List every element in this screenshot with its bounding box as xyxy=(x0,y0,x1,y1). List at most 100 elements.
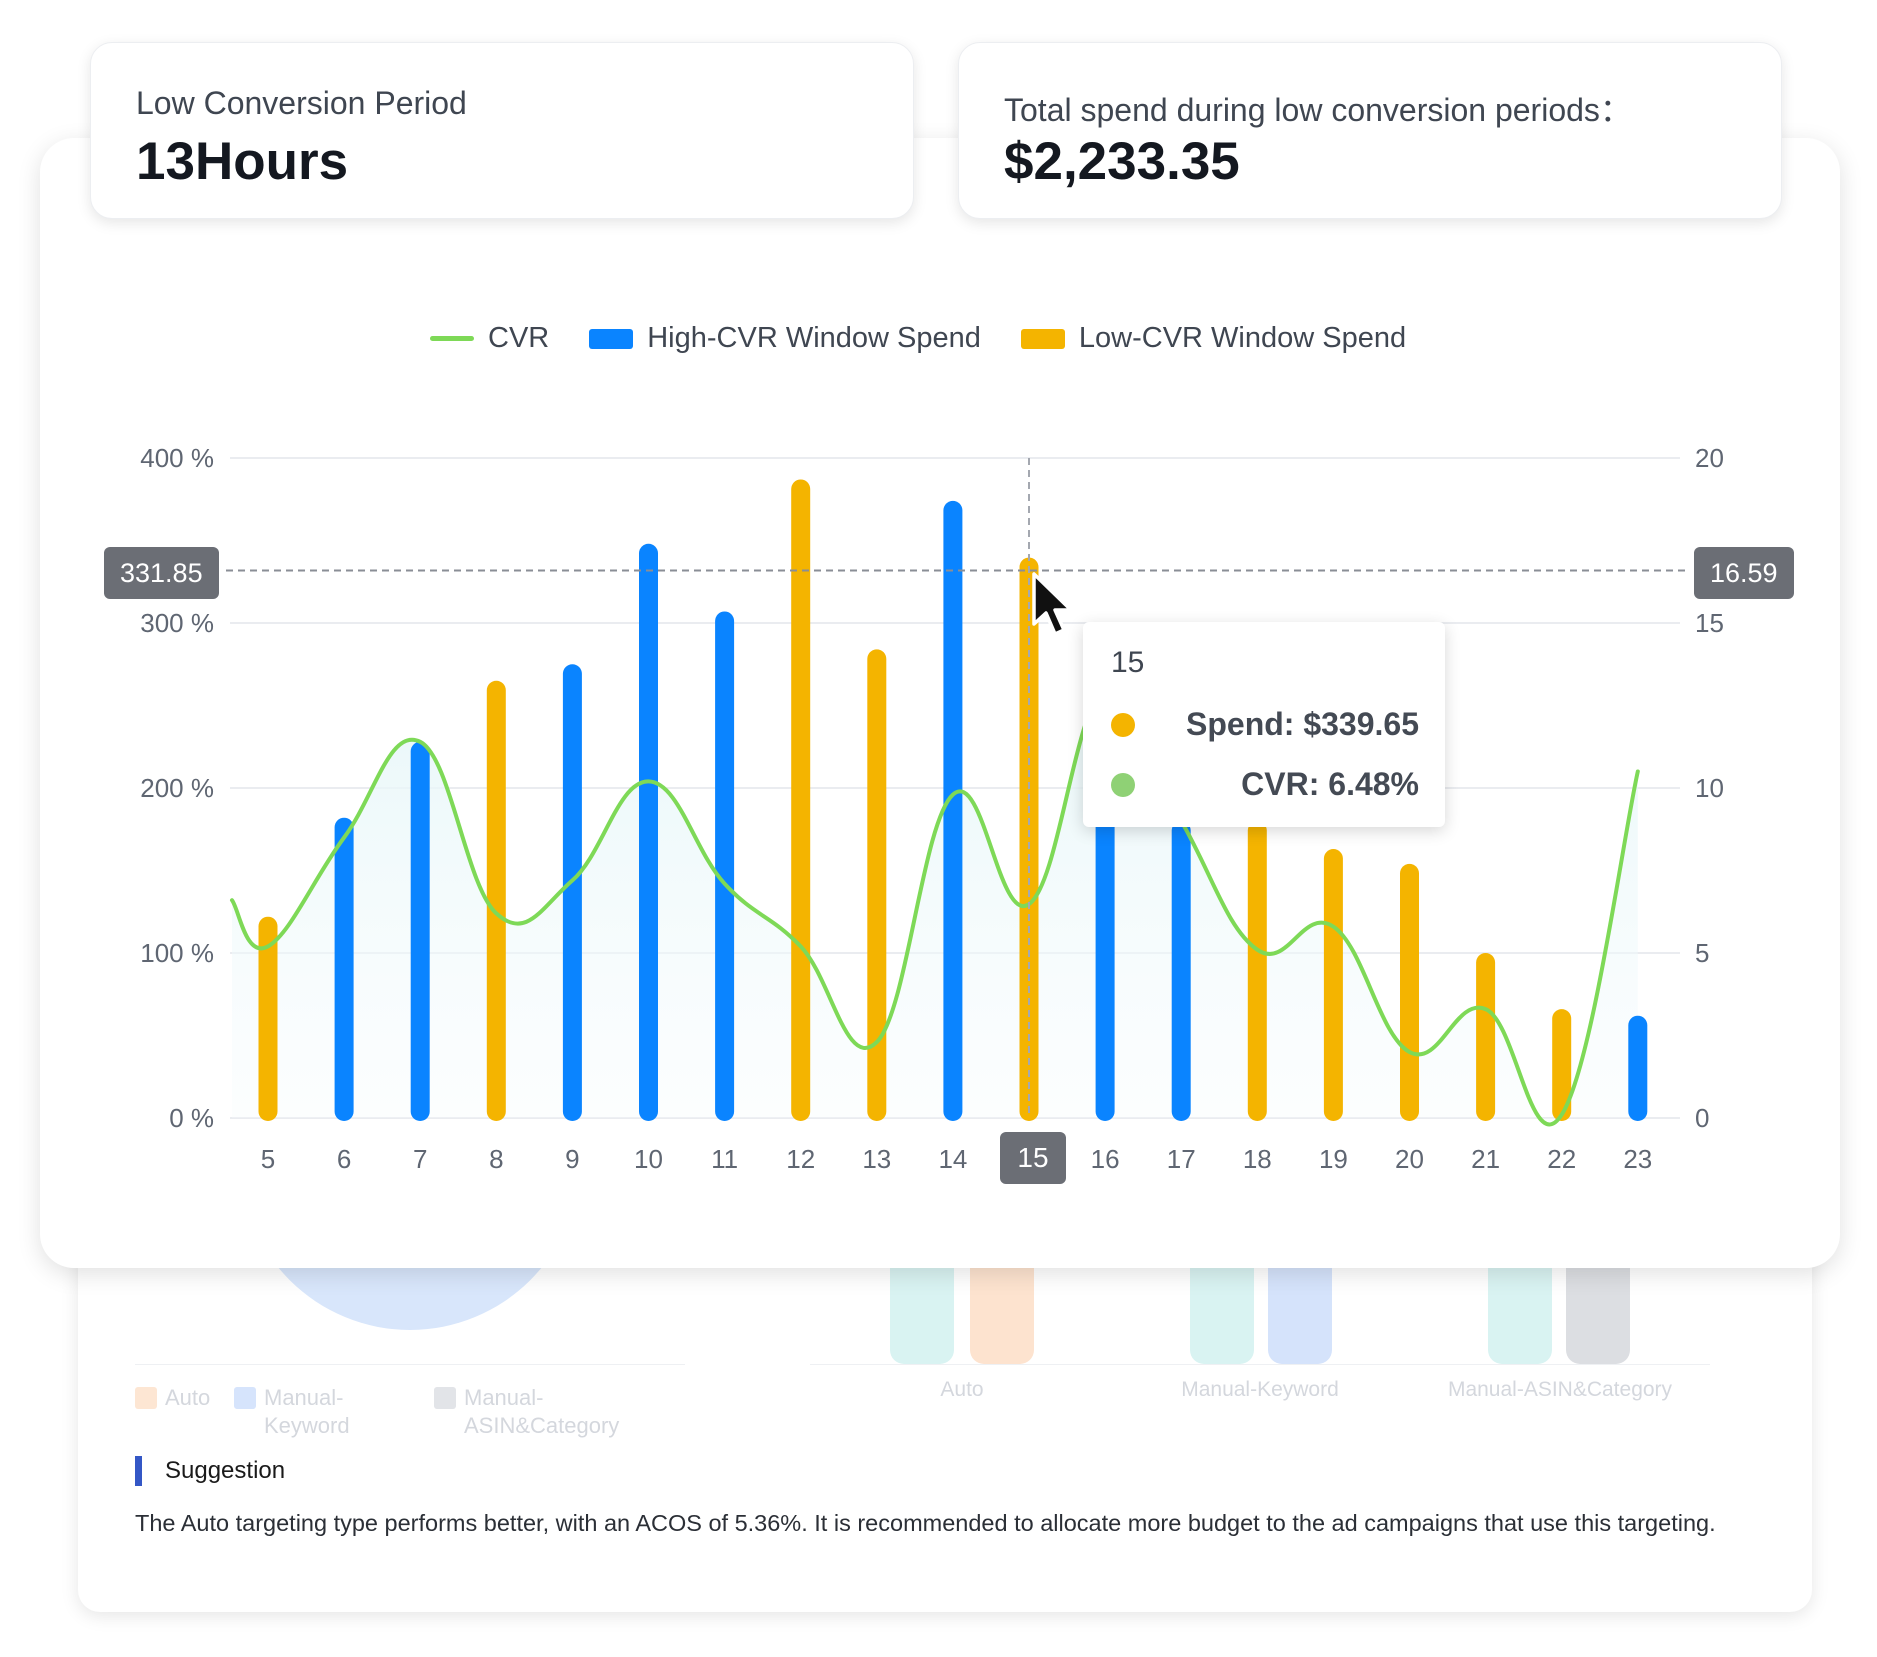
tooltip-spend-value: Spend: $339.65 xyxy=(1186,706,1419,742)
high-cvr-spend-bar xyxy=(715,611,735,1121)
x-tick-label: 20 xyxy=(1395,1144,1424,1174)
legend-label-cvr: CVR xyxy=(488,322,550,354)
low-cvr-spend-bar xyxy=(1400,863,1419,1121)
legend-label-auto: Auto xyxy=(165,1385,211,1410)
y-left-tick-label: 400 % xyxy=(140,443,214,473)
x-tick-label: 17 xyxy=(1167,1144,1196,1174)
y-left-tick-label: 300 % xyxy=(140,608,214,638)
y-left-tick-label: 100 % xyxy=(140,938,214,968)
legend-item-cvr[interactable]: CVR xyxy=(430,322,549,355)
legend-item-low-cvr[interactable]: Low-CVR Window Spend xyxy=(1020,322,1407,355)
bar-keyword-a xyxy=(1190,1264,1254,1364)
high-cvr-spend-bar xyxy=(1095,811,1115,1121)
x-tick-label: 12 xyxy=(786,1144,815,1174)
chart-tooltip: 15 Spend: $339.65 CVR: 6.48% xyxy=(1083,622,1445,827)
low-cvr-spend-bar xyxy=(1476,953,1496,1121)
legend-swatch-low-cvr xyxy=(1020,328,1065,349)
high-cvr-spend-bar xyxy=(1628,1015,1648,1121)
legend-line-cvr xyxy=(430,336,474,341)
cvr-area-fill xyxy=(232,687,1638,1125)
mouse-pointer-icon xyxy=(1032,572,1073,636)
tooltip-spend-row: Spend: $339.65 xyxy=(1111,706,1419,743)
high-cvr-spend-bar xyxy=(943,500,963,1121)
x-tick-label: 6 xyxy=(337,1144,351,1174)
legend-swatch-high-cvr xyxy=(589,328,634,349)
x-tick-label: 11 xyxy=(711,1144,738,1174)
chart-legend: CVR High-CVR Window Spend Low-CVR Window… xyxy=(430,322,1446,355)
y-right-tick-label: 5 xyxy=(1695,938,1709,968)
x-tick-label: 19 xyxy=(1319,1144,1348,1174)
legend-label-low-cvr: Low-CVR Window Spend xyxy=(1078,322,1407,354)
x-tick-label: 14 xyxy=(938,1144,967,1174)
total-spend-card: Total spend during low conversion period… xyxy=(958,42,1782,219)
x-tick-label: 10 xyxy=(634,1144,663,1174)
low-cvr-spend-bar xyxy=(1247,821,1267,1121)
tooltip-cvr-value: CVR: 6.48% xyxy=(1241,766,1419,802)
legend-label-keyword: Manual- Keyword xyxy=(264,1385,350,1438)
y-left-tick-label: 0 % xyxy=(169,1103,214,1133)
x-tick-label: 7 xyxy=(413,1144,427,1174)
y-left-tick-label: 200 % xyxy=(140,773,214,803)
pie-legend-asin: Manual- ASIN&Category xyxy=(434,1384,619,1440)
bar-group-label-asin: Manual-ASIN&Category xyxy=(1447,1378,1673,1401)
x-tick-label: 13 xyxy=(862,1144,891,1174)
bar-asin-a xyxy=(1488,1264,1552,1364)
x-tick-label: 9 xyxy=(565,1144,579,1174)
bar-auto-a xyxy=(890,1264,954,1364)
bar-auto-b xyxy=(970,1264,1034,1364)
crosshair-left-value: 331.85 xyxy=(104,547,219,599)
low-cvr-spend-bar xyxy=(791,479,811,1121)
tooltip-cvr-dot xyxy=(1111,772,1135,797)
crosshair-x-value: 15 xyxy=(1000,1132,1066,1184)
x-tick-label: 21 xyxy=(1471,1144,1500,1174)
x-tick-label: 22 xyxy=(1547,1144,1576,1174)
low-conversion-period-card: Low Conversion Period 13Hours xyxy=(90,42,914,219)
x-tick-label: 5 xyxy=(261,1144,275,1174)
x-tick-label: 23 xyxy=(1623,1144,1652,1174)
low-conversion-period-value: 13Hours xyxy=(136,132,349,191)
tooltip-spend-dot xyxy=(1111,712,1135,737)
tooltip-title: 15 xyxy=(1111,646,1145,679)
low-cvr-spend-bar xyxy=(1323,849,1343,1121)
high-cvr-spend-bar xyxy=(1171,821,1191,1121)
high-cvr-spend-bar xyxy=(639,543,658,1121)
low-cvr-spend-bar xyxy=(1019,557,1039,1121)
low-conversion-period-label: Low Conversion Period xyxy=(136,85,467,121)
low-cvr-spend-bar xyxy=(486,680,506,1121)
legend-item-high-cvr[interactable]: High-CVR Window Spend xyxy=(589,322,981,355)
total-spend-label: Total spend during low conversion period… xyxy=(1004,92,1632,128)
high-cvr-spend-bar xyxy=(334,817,354,1121)
legend-label-asin: Manual- ASIN&Category xyxy=(464,1385,620,1438)
y-right-tick-label: 10 xyxy=(1695,773,1724,803)
x-tick-label: 18 xyxy=(1243,1144,1272,1174)
bar-asin-b xyxy=(1566,1264,1630,1364)
crosshair-right-value: 16.59 xyxy=(1694,547,1794,599)
suggestion-accent-bar xyxy=(135,1456,142,1486)
y-right-tick-label: 0 xyxy=(1695,1103,1709,1133)
legend-label-high-cvr: High-CVR Window Spend xyxy=(647,322,981,354)
pie-divider xyxy=(135,1364,685,1365)
low-cvr-spend-bar xyxy=(258,916,278,1121)
low-cvr-spend-bar xyxy=(1552,1009,1572,1121)
bar-group-label-keyword: Manual-Keyword xyxy=(1181,1378,1339,1401)
legend-swatch-keyword xyxy=(234,1387,256,1409)
tooltip-cvr-row: CVR: 6.48% xyxy=(1111,766,1419,803)
pie-legend-auto: Auto xyxy=(135,1384,210,1412)
low-cvr-spend-bar xyxy=(867,649,887,1121)
bar-chart-baseline xyxy=(810,1364,1710,1365)
y-right-tick-label: 20 xyxy=(1695,443,1724,473)
x-tick-label: 8 xyxy=(489,1144,503,1174)
legend-swatch-asin xyxy=(434,1387,456,1409)
suggestion-text: The Auto targeting type performs better,… xyxy=(135,1510,1716,1536)
pie-legend-keyword: Manual- Keyword xyxy=(234,1384,350,1440)
x-tick-label: 16 xyxy=(1091,1144,1120,1174)
bar-keyword-b xyxy=(1268,1264,1332,1364)
high-cvr-spend-bar xyxy=(410,741,430,1121)
suggestion-title: Suggestion xyxy=(165,1457,286,1484)
legend-swatch-auto xyxy=(135,1387,157,1409)
high-cvr-spend-bar xyxy=(562,664,582,1121)
cvr-line xyxy=(230,685,1640,1127)
bar-group-label-auto: Auto xyxy=(940,1378,984,1401)
total-spend-value: $2,233.35 xyxy=(1004,132,1240,191)
